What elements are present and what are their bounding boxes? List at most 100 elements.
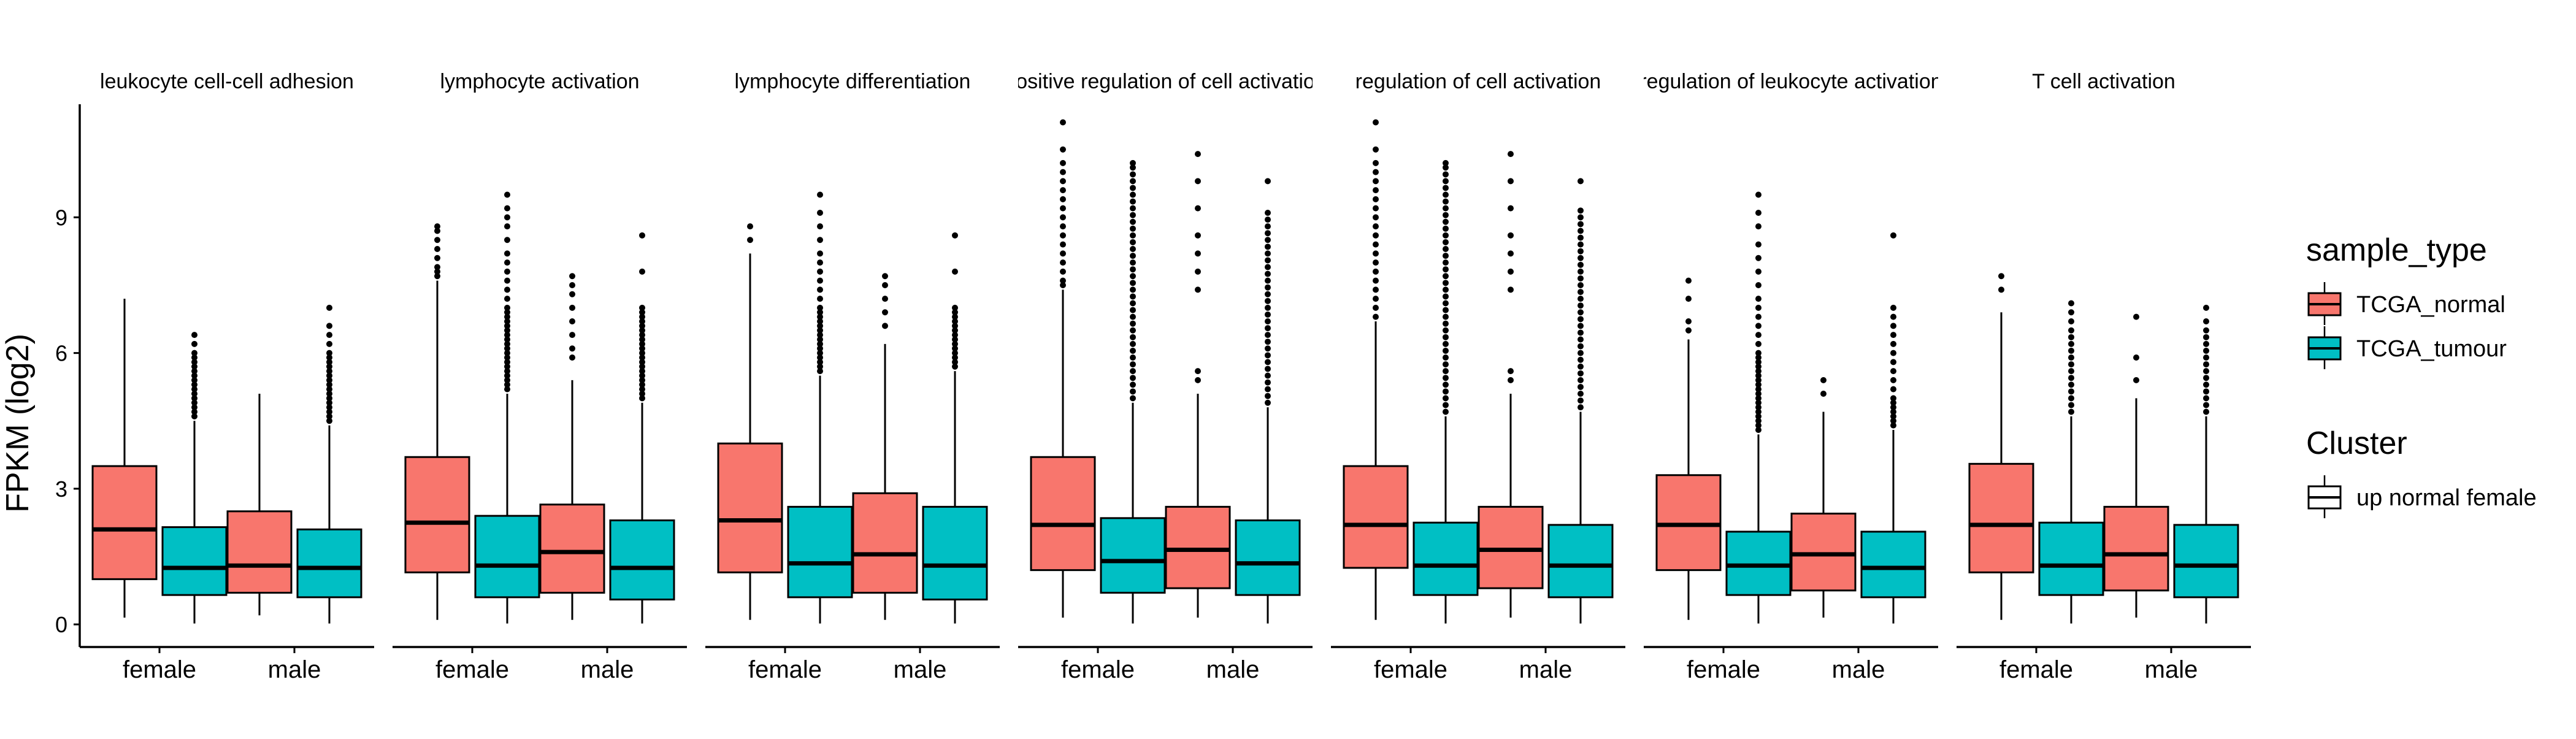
outlier-point <box>1130 225 1136 232</box>
outlier-point <box>1130 307 1136 313</box>
outlier-point <box>2068 381 2074 388</box>
outlier-point <box>882 323 888 329</box>
outlier-point <box>2203 354 2209 361</box>
facet-panel: positive regulation of cell activation fe… <box>1018 70 1313 683</box>
outlier-point <box>1195 250 1201 257</box>
outlier-point <box>1060 196 1066 202</box>
outlier-point <box>1577 302 1584 309</box>
outlier-point <box>1443 340 1449 347</box>
outlier-point <box>1755 255 1761 261</box>
outlier-point <box>434 228 440 234</box>
outlier-point <box>2203 381 2209 388</box>
outlier-point <box>326 332 332 339</box>
outlier-point <box>1443 395 1449 402</box>
outlier-point <box>1443 266 1449 273</box>
facet-title: regulation of cell activation <box>1355 70 1601 93</box>
outlier-point <box>1577 296 1584 302</box>
outlier-point <box>882 309 888 316</box>
outlier-point <box>639 332 645 339</box>
outlier-point <box>952 232 958 239</box>
outlier-point <box>1130 320 1136 327</box>
outlier-point <box>2203 334 2209 340</box>
outlier-point <box>1443 171 1449 178</box>
facet-panel: lymphocyte activation female male <box>393 70 687 683</box>
outlier-point <box>1265 270 1271 277</box>
outlier-point <box>1265 237 1271 243</box>
outlier-point <box>1130 375 1136 381</box>
outlier-point <box>1443 191 1449 198</box>
outlier-point <box>952 340 958 347</box>
outlier-point <box>817 286 823 293</box>
outlier-point <box>2203 304 2209 311</box>
outlier-point <box>1577 214 1584 221</box>
outlier-point <box>1755 368 1761 375</box>
outlier-point <box>1577 261 1584 268</box>
outlier-point <box>1508 205 1514 212</box>
box-tcga-normal-female <box>1655 277 1722 620</box>
outlier-point <box>639 391 645 397</box>
outlier-point <box>326 363 332 370</box>
outlier-point <box>1443 307 1449 313</box>
outlier-point <box>2068 395 2074 402</box>
outlier-point <box>1577 275 1584 281</box>
box-tcga-normal-male <box>226 394 293 616</box>
outlier-point <box>1373 146 1379 153</box>
outlier-point <box>1890 232 1896 239</box>
outlier-point <box>1265 392 1271 399</box>
outlier-point <box>1443 178 1449 185</box>
outlier-point <box>1890 418 1896 424</box>
outlier-point <box>1130 354 1136 361</box>
outlier-point <box>1577 255 1584 261</box>
outlier-point <box>326 386 332 392</box>
outlier-point <box>1130 198 1136 205</box>
outlier-point <box>639 327 645 334</box>
outlier-point <box>1890 313 1896 320</box>
outlier-point <box>1130 368 1136 375</box>
box-tcga-normal-male <box>2103 313 2169 618</box>
facet-title: T cell activation <box>2032 70 2175 93</box>
outlier-point <box>1373 178 1379 185</box>
outlier-point <box>191 386 197 392</box>
outlier-point <box>326 395 332 402</box>
outlier-point <box>1373 119 1379 126</box>
outlier-point <box>326 323 332 329</box>
outlier-point <box>1060 119 1066 126</box>
outlier-point <box>639 309 645 316</box>
outlier-point <box>1577 391 1584 397</box>
box-tcga-tumour-male <box>922 232 988 624</box>
outlier-point <box>1890 340 1896 347</box>
outlier-point <box>504 350 510 356</box>
outlier-point <box>1443 388 1449 395</box>
outlier-point <box>1130 259 1136 266</box>
outlier-point <box>1443 320 1449 327</box>
outlier-point <box>504 250 510 257</box>
outlier-point <box>504 381 510 388</box>
outlier-point <box>504 237 510 243</box>
box-tcga-normal-female <box>717 223 783 620</box>
outlier-point <box>326 377 332 383</box>
outlier-point <box>817 268 823 275</box>
outlier-point <box>504 372 510 379</box>
outlier-point <box>1373 223 1379 230</box>
outlier-point <box>1755 268 1761 275</box>
outlier-point <box>1265 243 1271 250</box>
outlier-point <box>1060 146 1066 153</box>
outlier-point <box>191 381 197 388</box>
outlier-point <box>2203 368 2209 375</box>
outlier-point <box>639 386 645 392</box>
outlier-point <box>1060 178 1066 185</box>
facet-panel: T cell activation female male <box>1957 70 2251 683</box>
box-iqr <box>1235 519 1301 596</box>
outlier-point <box>1195 377 1201 383</box>
outlier-point <box>1577 336 1584 343</box>
box-tcga-tumour-female <box>787 191 853 624</box>
outlier-point <box>1195 178 1201 185</box>
box-tcga-tumour-female <box>161 332 228 624</box>
outlier-point <box>191 332 197 339</box>
outlier-point <box>882 282 888 288</box>
outlier-point <box>1130 171 1136 178</box>
outlier-point <box>1060 250 1066 257</box>
outlier-point <box>504 313 510 320</box>
outlier-point <box>1443 280 1449 286</box>
outlier-point <box>326 404 332 411</box>
